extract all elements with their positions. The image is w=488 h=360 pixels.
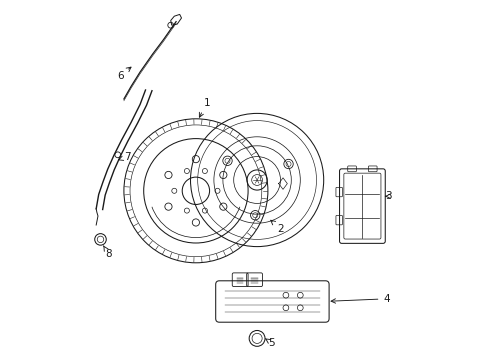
Text: 7: 7 (118, 152, 131, 162)
Text: 1: 1 (199, 98, 209, 117)
Text: 8: 8 (103, 246, 111, 259)
Text: 2: 2 (270, 220, 283, 234)
Text: 5: 5 (265, 338, 274, 348)
Text: 3: 3 (385, 191, 391, 201)
Text: 6: 6 (117, 67, 131, 81)
Text: 4: 4 (330, 294, 389, 304)
